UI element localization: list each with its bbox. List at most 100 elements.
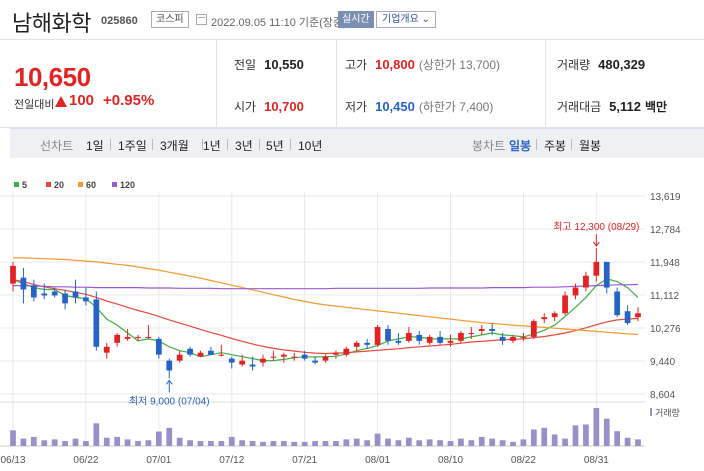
calendar-icon (196, 14, 207, 25)
volume-bar (249, 441, 256, 446)
legend-swatch-ma120 (112, 182, 117, 187)
volume-bar (437, 440, 443, 446)
period-1d[interactable]: 1일 (86, 139, 104, 153)
x-tick-label: 08/22 (511, 455, 536, 466)
volume-bar (635, 439, 641, 446)
market-badge: 코스피 (151, 11, 189, 28)
up-arrow-icon (55, 96, 67, 107)
volume-bar (614, 431, 621, 446)
volume-bar (124, 439, 131, 446)
volume-bar (145, 440, 152, 446)
period-1y[interactable]: 1년 (203, 139, 221, 153)
candle-body (208, 350, 214, 355)
volume-bar (551, 434, 558, 446)
lower-limit: (하한가 7,400) (418, 100, 494, 114)
volume-bar (20, 438, 27, 446)
candle-body (551, 313, 558, 318)
volume-bar (562, 438, 568, 446)
candle-body (239, 360, 246, 365)
volume-bar (468, 440, 475, 446)
period-10y[interactable]: 10년 (298, 139, 323, 153)
period-1w[interactable]: 1주일 (118, 139, 147, 153)
period-monthly[interactable]: 월봉 (579, 139, 602, 153)
candle-body (114, 334, 121, 343)
volume-bar (93, 423, 100, 446)
candle-body (343, 348, 350, 355)
volume-bar (30, 436, 37, 446)
volume-bar (103, 437, 110, 446)
y-tick-label: 11,112 (650, 291, 680, 302)
period-3m[interactable]: 3개월 (160, 139, 189, 153)
period-weekly[interactable]: 주봉 (544, 139, 567, 153)
upper-limit: (상한가 13,700) (418, 58, 501, 72)
low-value: 10,450 (375, 99, 415, 114)
legend-label-ma5: 5 (22, 180, 27, 190)
candle-body (62, 293, 68, 304)
candle-body (541, 317, 548, 320)
volume-bar (343, 439, 350, 446)
candle-body (416, 334, 423, 341)
candle-body (260, 358, 266, 363)
divider (202, 139, 203, 150)
divider (152, 139, 153, 150)
volume-bar (41, 440, 48, 446)
candle-body (103, 346, 110, 353)
candle-body (301, 354, 308, 359)
volume-bar (364, 440, 371, 446)
candle-body (447, 340, 454, 343)
volume-bar (62, 441, 68, 446)
volume-bar (489, 438, 496, 446)
volume-bar (228, 436, 235, 446)
volume-bar (374, 433, 381, 446)
volume-bar (83, 441, 89, 446)
chevron-down-icon: ⌄ (421, 14, 430, 25)
volume-bar (458, 438, 464, 446)
candle-body (280, 354, 287, 357)
amount-value: 5,112 (609, 99, 641, 114)
low-cell: 저가 10,450 (하한가 7,400) (345, 98, 493, 115)
volume-bar (395, 440, 402, 446)
company-overview-dropdown[interactable]: 기업개요 ⌄ (376, 11, 436, 28)
realtime-button[interactable]: 실시간 (338, 11, 374, 28)
volume-bar (416, 440, 423, 446)
period-daily[interactable]: 일봉 (509, 139, 532, 153)
high-arrow-head (592, 241, 600, 247)
volume-bar (218, 441, 225, 446)
volume-bar (208, 441, 214, 446)
volume-legend-label: 거래량 (655, 407, 680, 418)
change-label: 전일대비 (14, 99, 55, 111)
volume-bar (583, 424, 589, 446)
change-value: 100 (69, 92, 95, 109)
volume-bar (291, 441, 298, 446)
divider (227, 139, 228, 150)
y-tick-label: 10,276 (650, 324, 681, 335)
candle-body (458, 332, 464, 341)
divider (290, 139, 291, 150)
period-5y[interactable]: 5년 (266, 139, 284, 153)
divider (110, 139, 111, 150)
candle-body (93, 299, 100, 347)
prev-close-label: 전일 (234, 58, 257, 72)
volume-bar (593, 408, 600, 446)
period-3y[interactable]: 3년 (235, 139, 253, 153)
candle-body (583, 275, 589, 288)
low-arrow-head (165, 379, 173, 385)
high-annotation: 최고 12,300 (08/29) (553, 221, 639, 233)
x-tick-label: 07/01 (146, 455, 171, 466)
volume-bar (176, 437, 183, 446)
change-percent: +0.95% (103, 92, 155, 109)
price-chart[interactable]: 5 20 60 120 13,619 12,784 11,948 11,112 10,276 9,… (0, 174, 704, 471)
candle-body (385, 329, 391, 341)
volume-bar (72, 438, 79, 446)
volume-bar (51, 439, 58, 446)
divider (216, 40, 217, 128)
legend-label-ma120: 120 (120, 180, 135, 190)
candle-body (72, 291, 79, 298)
volume-bar (530, 429, 537, 446)
volume-bar (520, 439, 527, 446)
stock-code: 025860 (101, 15, 138, 27)
candle-body (353, 342, 360, 347)
candle-body (135, 336, 141, 338)
volume-bar (270, 441, 277, 446)
divider (259, 139, 260, 150)
